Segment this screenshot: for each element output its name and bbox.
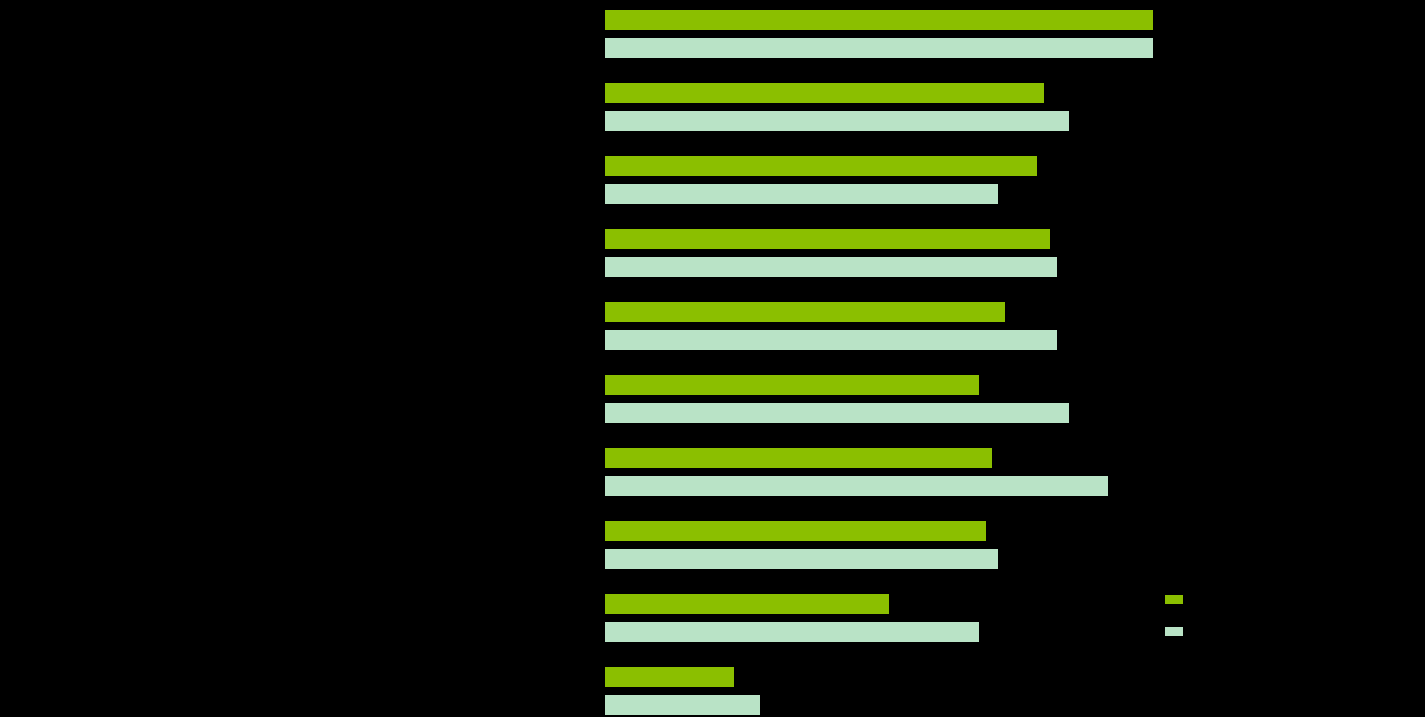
bar-s2: [605, 622, 979, 642]
bar-s2: [605, 257, 1057, 277]
legend-swatch: [1165, 627, 1183, 636]
bar-s2: [605, 330, 1057, 350]
bar-s2: [605, 38, 1153, 58]
bar-s1: [605, 156, 1037, 176]
bar-s2: [605, 403, 1069, 423]
bar-s2: [605, 476, 1108, 496]
bar-s1: [605, 667, 734, 687]
bar-s1: [605, 302, 1005, 322]
bar-s1: [605, 229, 1050, 249]
bar-s1: [605, 83, 1044, 103]
bar-s1: [605, 375, 979, 395]
bar-s1: [605, 521, 986, 541]
bar-s1: [605, 594, 889, 614]
bar-s2: [605, 549, 998, 569]
bar-s1: [605, 448, 992, 468]
horizontal-grouped-bar-chart: [605, 10, 1425, 710]
bar-s2: [605, 695, 760, 715]
legend-swatch: [1165, 595, 1183, 604]
bar-s2: [605, 184, 998, 204]
bar-s1: [605, 10, 1153, 30]
bar-s2: [605, 111, 1069, 131]
